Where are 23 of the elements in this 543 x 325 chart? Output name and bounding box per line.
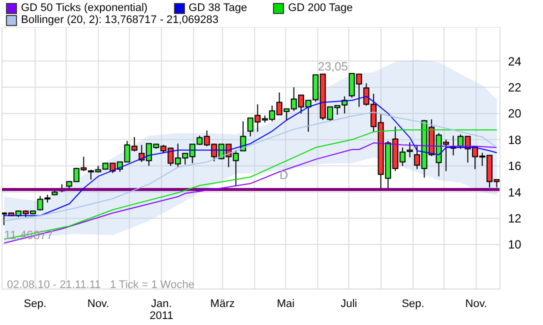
- x-tick-label: Sep.: [24, 298, 46, 310]
- y-tick-label: 18: [508, 132, 522, 147]
- y-tick-label: 24: [508, 54, 522, 68]
- y-tick-label: 16: [508, 159, 522, 174]
- x-tick-label: Nov.: [465, 298, 488, 310]
- y-tick-label: 14: [508, 185, 522, 200]
- legend-label: GD 50 Ticks (exponential): [21, 2, 148, 14]
- y-tick-label: 10: [508, 238, 522, 252]
- legend-label: GD 200 Tage: [288, 2, 353, 14]
- y-tick-label: 22: [508, 80, 522, 95]
- legend-label: GD 38 Tage: [188, 2, 248, 14]
- x-tick-label: März: [210, 298, 235, 310]
- x-tick-label: Nov.: [87, 298, 110, 310]
- x-tick-label: Juli: [340, 298, 358, 310]
- y-tick-label: 20: [508, 106, 522, 121]
- x-tick-label: Jan. 2011: [150, 298, 174, 322]
- annotation: 23,05: [318, 60, 348, 74]
- legend-label: Bollinger (20, 2): 13,768717 - 21,069283: [21, 14, 219, 26]
- annotation: 02.08.10 - 21.11.11 1 Tick = 1 Woche: [7, 279, 194, 291]
- y-tick-label: 12: [508, 212, 522, 226]
- annotation: D: [279, 168, 288, 182]
- x-tick-label: Sep.: [402, 298, 424, 310]
- x-tick-label: Mai: [276, 298, 295, 310]
